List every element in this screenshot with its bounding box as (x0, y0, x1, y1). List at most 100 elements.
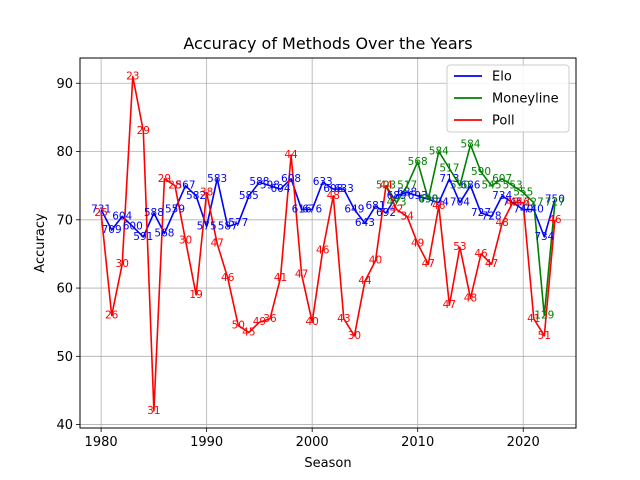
data-label-poll: 46 (517, 197, 531, 209)
data-label-elo: 588 (249, 176, 269, 188)
x-tick-label: 2020 (507, 435, 540, 450)
series-line-poll (100, 75, 556, 412)
data-label-poll: 28 (168, 180, 181, 192)
data-label-elo: 728 (482, 210, 502, 222)
legend: Elo Moneyline Poll (446, 64, 570, 133)
data-label-elo: 591 (133, 231, 153, 243)
data-label-elo: 676 (302, 204, 322, 216)
data-label-moneyline: 517 (397, 180, 417, 192)
data-label-elo: 740 (513, 204, 533, 216)
legend-label-poll: Poll (492, 114, 515, 129)
data-label-poll: 44 (284, 149, 298, 161)
data-label-elo: 559 (165, 204, 185, 216)
y-tick-label: 50 (56, 350, 73, 365)
data-label-elo: 587 (218, 221, 238, 233)
data-label-poll: 47 (211, 238, 224, 250)
x-tick-label: 2010 (401, 435, 434, 450)
data-label-elo: 582 (186, 190, 206, 202)
y-tick-label: 70 (56, 213, 73, 228)
data-label-poll: 44 (379, 180, 393, 192)
data-label-moneyline: 590 (471, 166, 491, 178)
data-label-elo: 583 (207, 173, 227, 185)
data-label-elo: 633 (334, 183, 354, 195)
data-label-moneyline: 727 (524, 197, 544, 209)
data-label-moneyline: 553 (503, 180, 523, 192)
data-label-elo: 734 (534, 231, 554, 243)
data-label-elo: 604 (112, 210, 132, 222)
data-label-poll: 30 (179, 234, 192, 246)
data-label-poll: 48 (327, 190, 340, 202)
data-label-poll: 23 (126, 70, 139, 82)
data-label-moneyline: 584 (429, 146, 449, 158)
data-label-elo: 681 (365, 200, 385, 212)
data-label-poll: 41 (527, 313, 540, 325)
data-label-poll: 53 (453, 241, 466, 253)
data-label-elo: 598 (260, 180, 280, 192)
data-label-poll: 44 (358, 275, 372, 287)
data-label-elo: 600 (123, 221, 143, 233)
data-label-elo: 604 (270, 183, 290, 195)
data-label-moneyline: 568 (408, 156, 428, 168)
data-label-moneyline: 498 (418, 193, 438, 205)
data-label-poll: 43 (337, 313, 350, 325)
data-label-poll: 40 (369, 255, 382, 267)
data-label-moneyline: 607 (492, 173, 512, 185)
x-axis-title: Season (304, 456, 351, 471)
data-label-elo: 567 (176, 180, 196, 192)
data-label-elo: 713 (439, 173, 459, 185)
data-label-elo: 686 (460, 180, 480, 192)
data-label-poll: 46 (432, 200, 446, 212)
series-line-elo (100, 178, 556, 238)
data-label-elo: 690 (418, 193, 438, 205)
data-label-poll: 49 (411, 238, 424, 250)
data-label-poll: 40 (305, 316, 318, 328)
data-label-poll: 46 (221, 272, 235, 284)
data-label-elo: 585 (239, 190, 259, 202)
data-label-moneyline: 545 (482, 180, 502, 192)
data-label-poll: 46 (316, 245, 330, 257)
data-label-elo: 608 (281, 173, 301, 185)
data-label-elo: 704 (429, 197, 449, 209)
data-label-moneyline: 517 (439, 163, 459, 175)
data-label-elo: 734 (492, 190, 512, 202)
data-label-elo: 649 (344, 204, 364, 216)
data-label-poll: 29 (158, 173, 171, 185)
data-label-poll: 50 (232, 320, 245, 332)
chart-title: Accuracy of Methods Over the Years (183, 34, 472, 53)
x-tick-label: 1980 (85, 435, 118, 450)
series-line-moneyline (385, 143, 556, 317)
data-label-poll: 30 (348, 330, 361, 342)
data-label-poll: 38 (200, 186, 213, 198)
data-label-elo: 692 (376, 207, 396, 219)
data-label-poll: 48 (495, 217, 508, 229)
data-label-elo: 577 (228, 217, 248, 229)
data-label-poll: 29 (137, 125, 150, 137)
y-tick-label: 80 (56, 145, 73, 160)
data-label-poll: 47 (422, 258, 435, 270)
legend-label-moneyline: Moneyline (492, 92, 559, 107)
data-label-poll: 48 (506, 197, 519, 209)
data-label-elo: 704 (450, 197, 470, 209)
data-label-elo: 608 (323, 183, 343, 195)
data-label-elo: 643 (355, 217, 375, 229)
data-label-poll: 36 (263, 313, 277, 325)
data-label-elo: 689 (387, 190, 407, 202)
data-label-poll: 47 (485, 258, 498, 270)
data-label-moneyline: 550 (450, 180, 470, 192)
data-label-elo: 693 (408, 190, 428, 202)
data-label-elo: 568 (154, 227, 174, 239)
data-label-poll: 34 (400, 210, 414, 222)
data-label-elo: 616 (292, 204, 312, 216)
data-label-moneyline: 727 (545, 197, 565, 209)
data-label-moneyline: 584 (460, 139, 480, 151)
data-labels: 7317096046005915885685595675825755835875… (91, 70, 565, 417)
y-tick-label: 60 (56, 282, 73, 297)
data-label-poll: 46 (474, 248, 488, 260)
data-label-elo: 588 (144, 207, 164, 219)
data-label-elo: 750 (545, 193, 565, 205)
data-label-poll: 46 (548, 214, 562, 226)
data-label-elo: 709 (102, 224, 122, 236)
data-label-elo: 727 (471, 207, 491, 219)
data-label-elo: 633 (313, 176, 333, 188)
